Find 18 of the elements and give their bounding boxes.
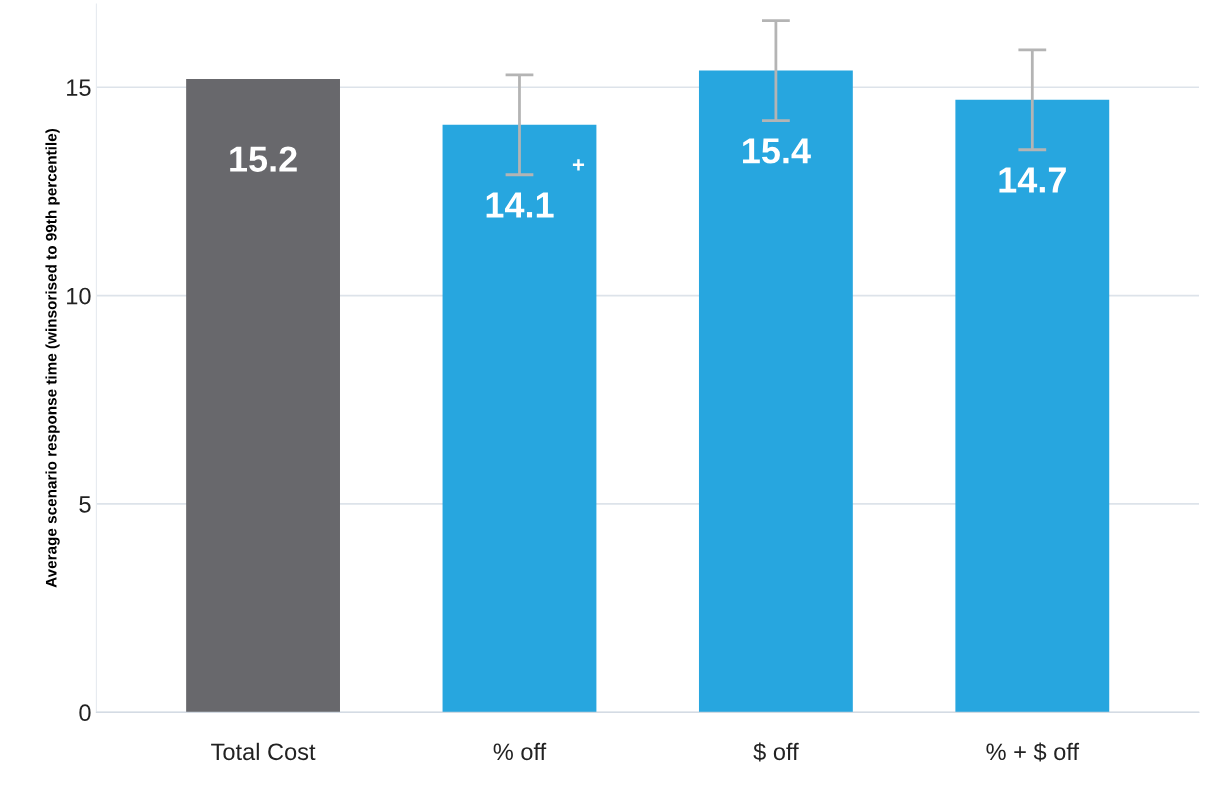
x-tick-label: % off (493, 742, 547, 761)
annotation: + (572, 159, 585, 171)
bar (698, 70, 853, 713)
data-label: 14.7 (999, 167, 1066, 193)
y-tick-label: 15 (67, 79, 91, 97)
data-label: 15.4 (743, 138, 811, 164)
bar (186, 78, 340, 713)
y-axis-title: Average scenario response time (winsorised to 99th percentile) (45, 129, 60, 588)
x-tick-label: $ off (753, 742, 799, 762)
bar (955, 99, 1110, 713)
data-label: 14.1 (486, 192, 554, 218)
bar (442, 124, 597, 713)
x-tick-label: % + $ off (986, 742, 1080, 762)
y-tick-label: 0 (79, 704, 91, 722)
data-label: 15.2 (230, 146, 297, 172)
x-tick-label: Total Cost (211, 742, 316, 761)
y-tick-label: 5 (79, 496, 91, 513)
y-tick-label: 10 (67, 287, 91, 305)
